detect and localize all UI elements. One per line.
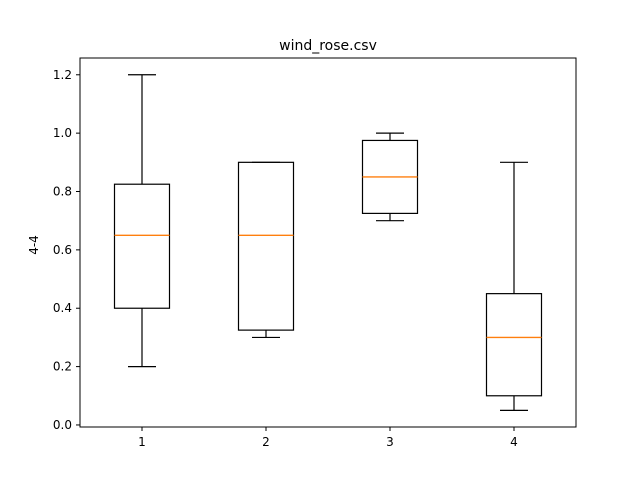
plot-area: 0.0 0.2 0.4 0.6 0.8 1.0 1.2 1 2 3 4 xyxy=(53,57,577,449)
y-tick-label-2: 0.4 xyxy=(53,301,72,315)
box-1 xyxy=(113,183,171,309)
y-tick-label-0: 0.0 xyxy=(53,418,72,432)
box-4 xyxy=(485,293,543,397)
y-tick-label-5: 1.0 xyxy=(53,126,72,140)
x-tick-label-2: 2 xyxy=(262,435,270,449)
y-tick-label-4: 0.8 xyxy=(53,185,72,199)
x-tick-label-4: 4 xyxy=(510,435,518,449)
x-tick-label-3: 3 xyxy=(386,435,394,449)
y-tick-label-3: 0.6 xyxy=(53,243,72,257)
y-axis-label: 4-4 xyxy=(27,235,41,255)
chart-title: wind_rose.csv xyxy=(279,38,377,54)
plot-frame xyxy=(79,57,577,428)
y-tick-label-1: 0.2 xyxy=(53,360,72,374)
box-2 xyxy=(237,161,295,331)
y-tick-label-6: 1.2 xyxy=(53,68,72,82)
x-tick-label-1: 1 xyxy=(138,435,146,449)
